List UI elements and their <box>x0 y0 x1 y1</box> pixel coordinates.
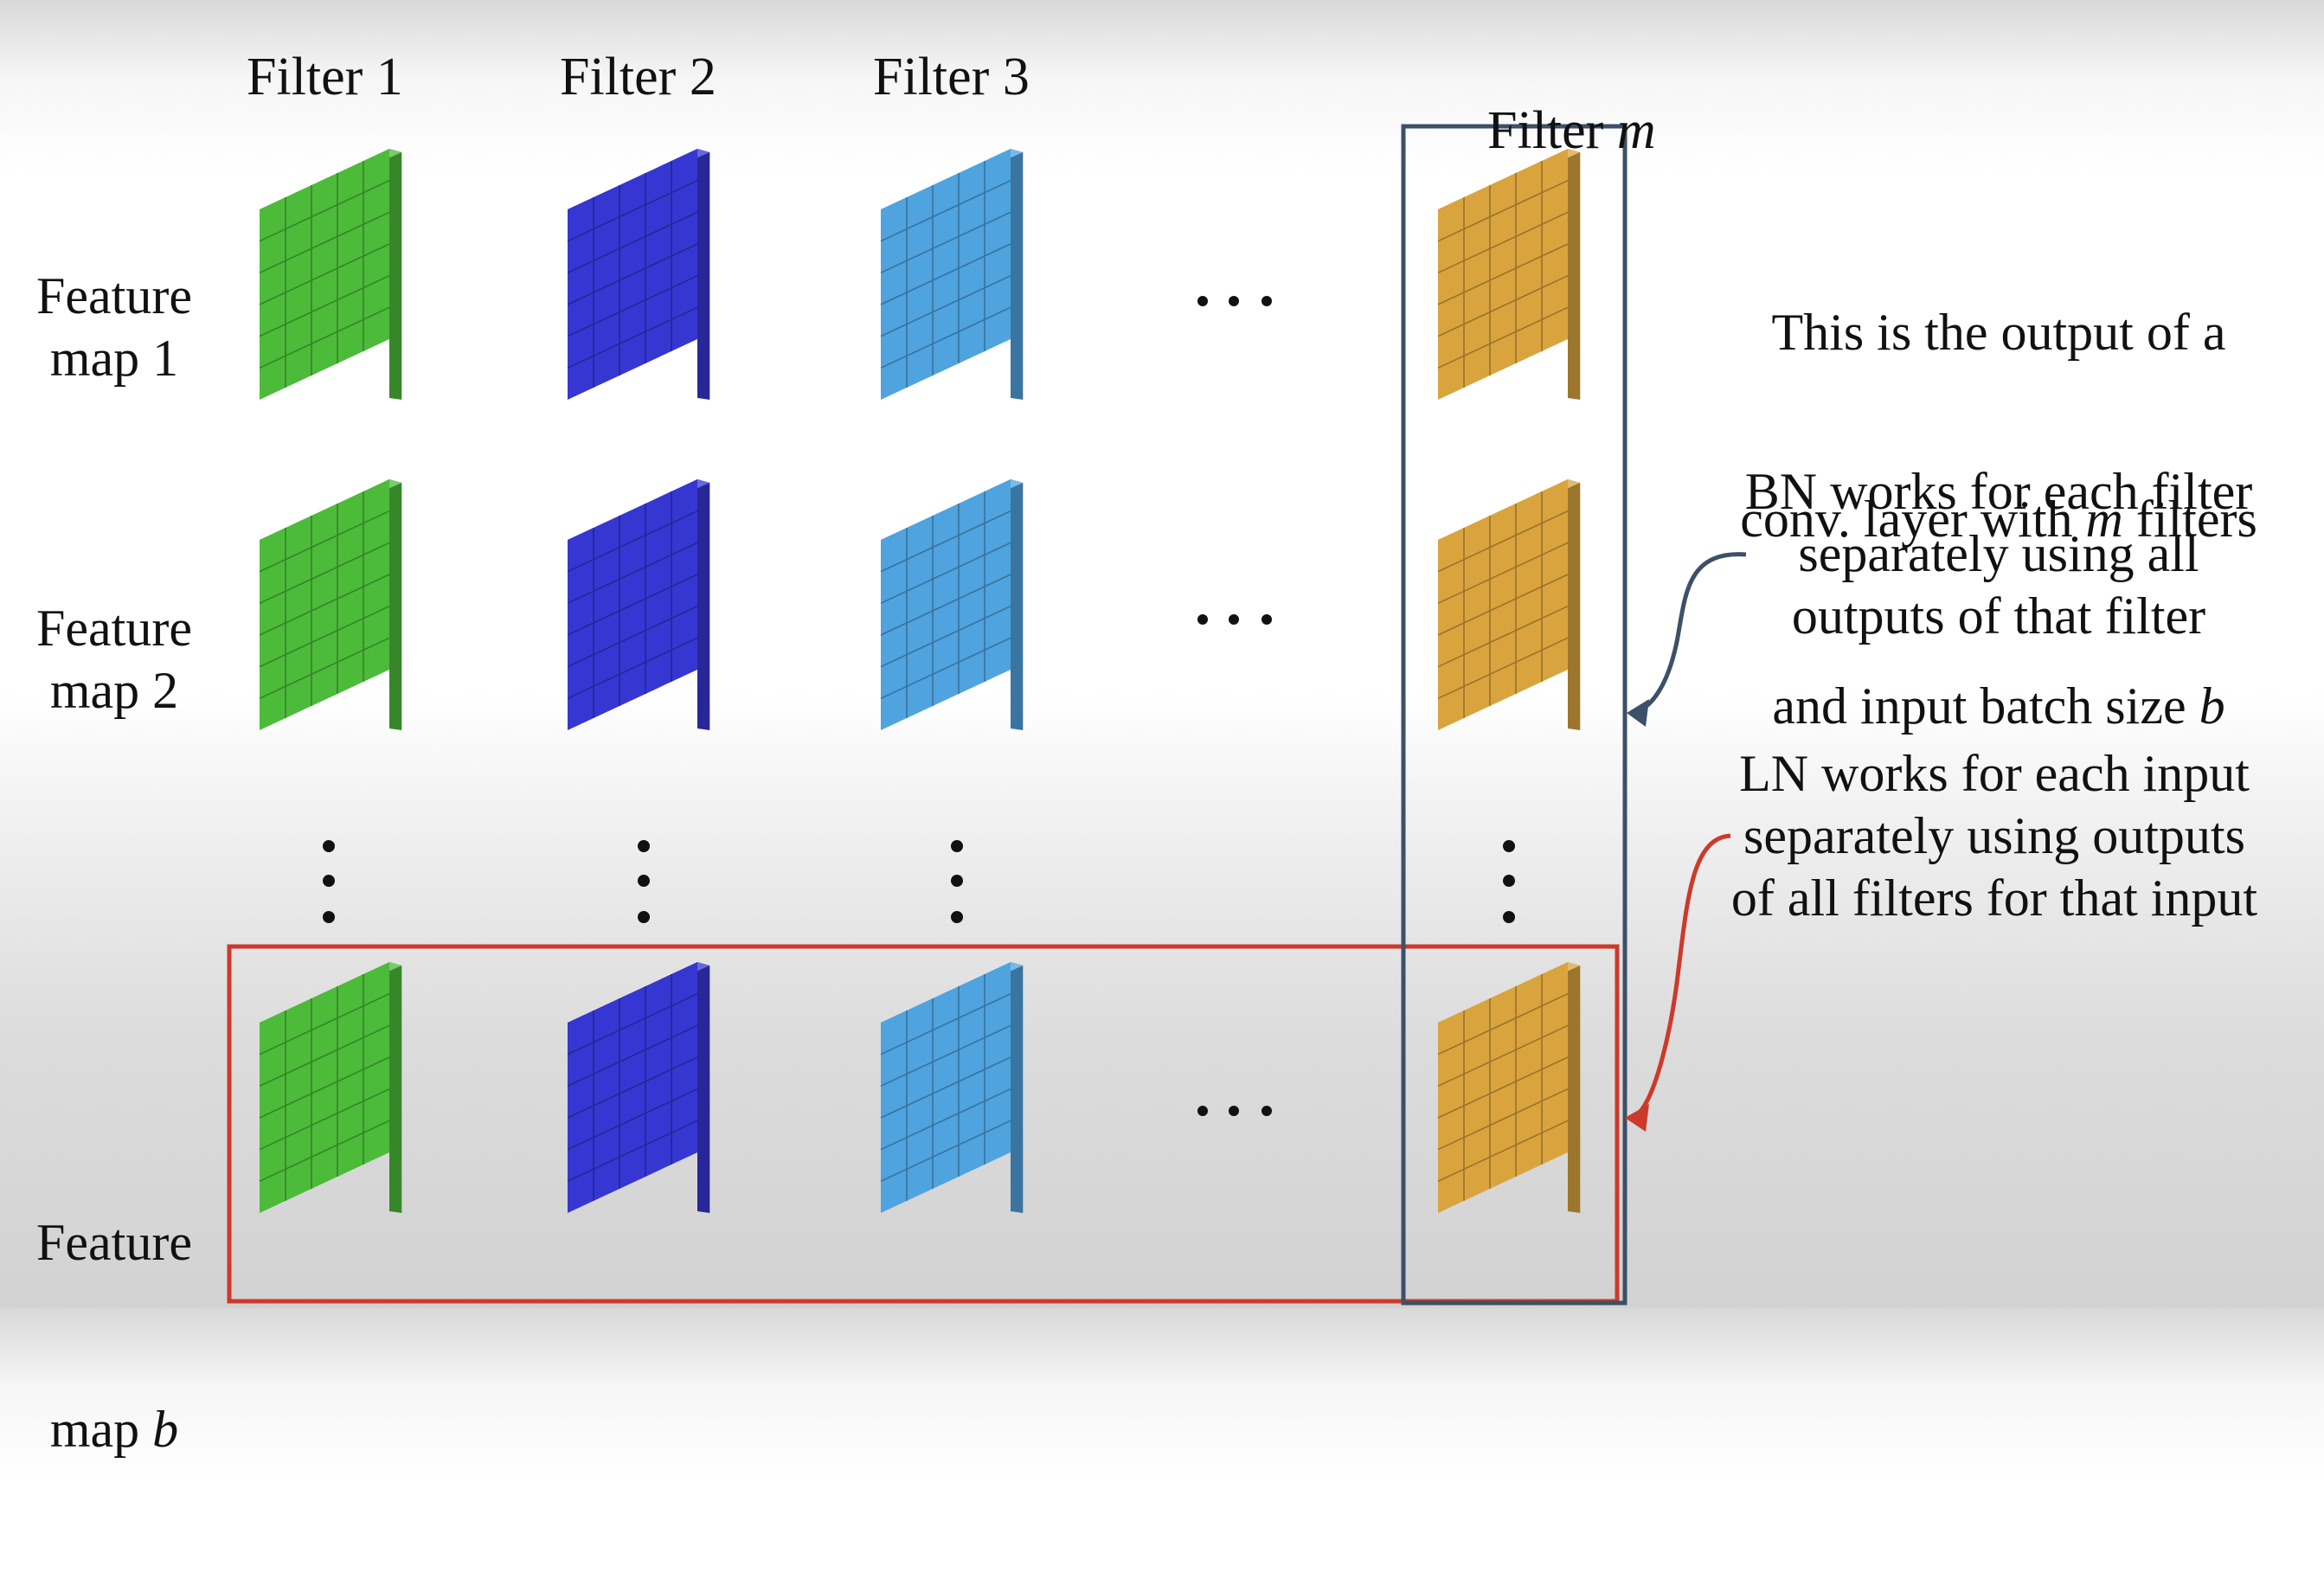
feature-map-2-filter-2-tile <box>567 479 710 730</box>
feature-map-1-label: Feature map 1 <box>10 265 218 389</box>
bn-note-line1: BN works for each filter <box>1744 463 2253 520</box>
bn-note: BN works for each filter separately usin… <box>1696 460 2302 647</box>
feature-map-2-filter-1-tile <box>259 479 402 730</box>
bn-note-line3: outputs of that filter <box>1791 587 2206 645</box>
feature-map-2-line1: Feature <box>36 600 192 657</box>
filter-1-text: Filter 1 <box>247 48 403 106</box>
feature-map-1-filter-3-tile <box>880 149 1024 400</box>
horizontal-ellipsis-icon <box>1197 614 1272 625</box>
intro-note-b-var: b <box>2199 677 2225 735</box>
ln-arrowhead-icon <box>1625 1104 1649 1132</box>
normalization-diagram: Filter 1 Filter 2 Filter 3 Filter m Feat… <box>10 50 2302 1458</box>
feature-map-b-filter-m-tile <box>1437 962 1581 1213</box>
intro-note-line2-end: filters <box>2122 491 2257 548</box>
feature-map-b-line2: map <box>49 1401 153 1458</box>
filter-2-label: Filter 2 <box>560 50 716 104</box>
feature-map-b-filter-1-tile <box>259 962 402 1213</box>
horizontal-ellipsis-icon <box>1197 1106 1272 1116</box>
horizontal-ellipsis-icon <box>1197 296 1272 306</box>
feature-map-2-filter-m-tile <box>1437 479 1581 730</box>
intro-note-line2: conv. layer with <box>1740 491 2086 548</box>
vertical-ellipsis-icon <box>1503 840 1515 923</box>
filter-1-label: Filter 1 <box>247 50 403 104</box>
feature-map-2-line2: map 2 <box>49 662 179 719</box>
feature-map-2-filter-3-tile <box>880 479 1024 730</box>
feature-map-1-line1: Feature <box>36 267 192 324</box>
feature-map-b-line1: Feature <box>36 1214 192 1271</box>
ln-arrow-icon <box>1632 833 1731 1120</box>
vertical-ellipsis-icon <box>638 840 650 923</box>
filter-3-text: Filter 3 <box>873 48 1030 106</box>
filter-m-label: Filter m <box>1434 50 1656 211</box>
ln-box <box>227 944 1620 1304</box>
intro-note-line3: and input batch size <box>1772 677 2199 735</box>
filter-m-text: Filter <box>1487 101 1617 160</box>
feature-map-1-filter-1-tile <box>259 149 402 400</box>
feature-map-1-line2: map 1 <box>49 330 179 387</box>
ln-note-line2: separately using outputs <box>1743 807 2245 864</box>
bn-arrowhead-icon <box>1627 699 1649 727</box>
ln-note: LN works for each input separately using… <box>1692 742 2297 929</box>
filter-m-var: m <box>1616 101 1656 160</box>
ln-note-line3: of all filters for that input <box>1730 870 2258 927</box>
intro-note-line1: This is the output of a <box>1771 304 2226 361</box>
feature-map-b-label: Feature map b <box>10 1087 218 1585</box>
feature-map-b-var: b <box>152 1401 179 1458</box>
feature-map-b-filter-3-tile <box>880 962 1024 1213</box>
feature-map-1-filter-m-tile <box>1437 149 1581 400</box>
vertical-ellipsis-icon <box>323 840 335 923</box>
filter-2-text: Filter 2 <box>560 48 716 106</box>
diagram-canvas <box>227 124 1747 1306</box>
intro-note: This is the output of a conv. layer with… <box>1696 176 2302 862</box>
feature-map-1-filter-2-tile <box>567 149 710 400</box>
intro-note-m-var: m <box>2085 491 2123 548</box>
feature-map-2-label: Feature map 2 <box>10 597 218 722</box>
ln-note-line1: LN works for each input <box>1739 745 2250 802</box>
feature-map-b-filter-2-tile <box>567 962 710 1213</box>
filter-3-label: Filter 3 <box>873 50 1030 104</box>
bn-note-line2: separately using all <box>1798 525 2199 582</box>
bn-box <box>1401 124 1627 1306</box>
bn-arrow-icon <box>1633 552 1747 715</box>
vertical-ellipsis-icon <box>951 840 963 923</box>
